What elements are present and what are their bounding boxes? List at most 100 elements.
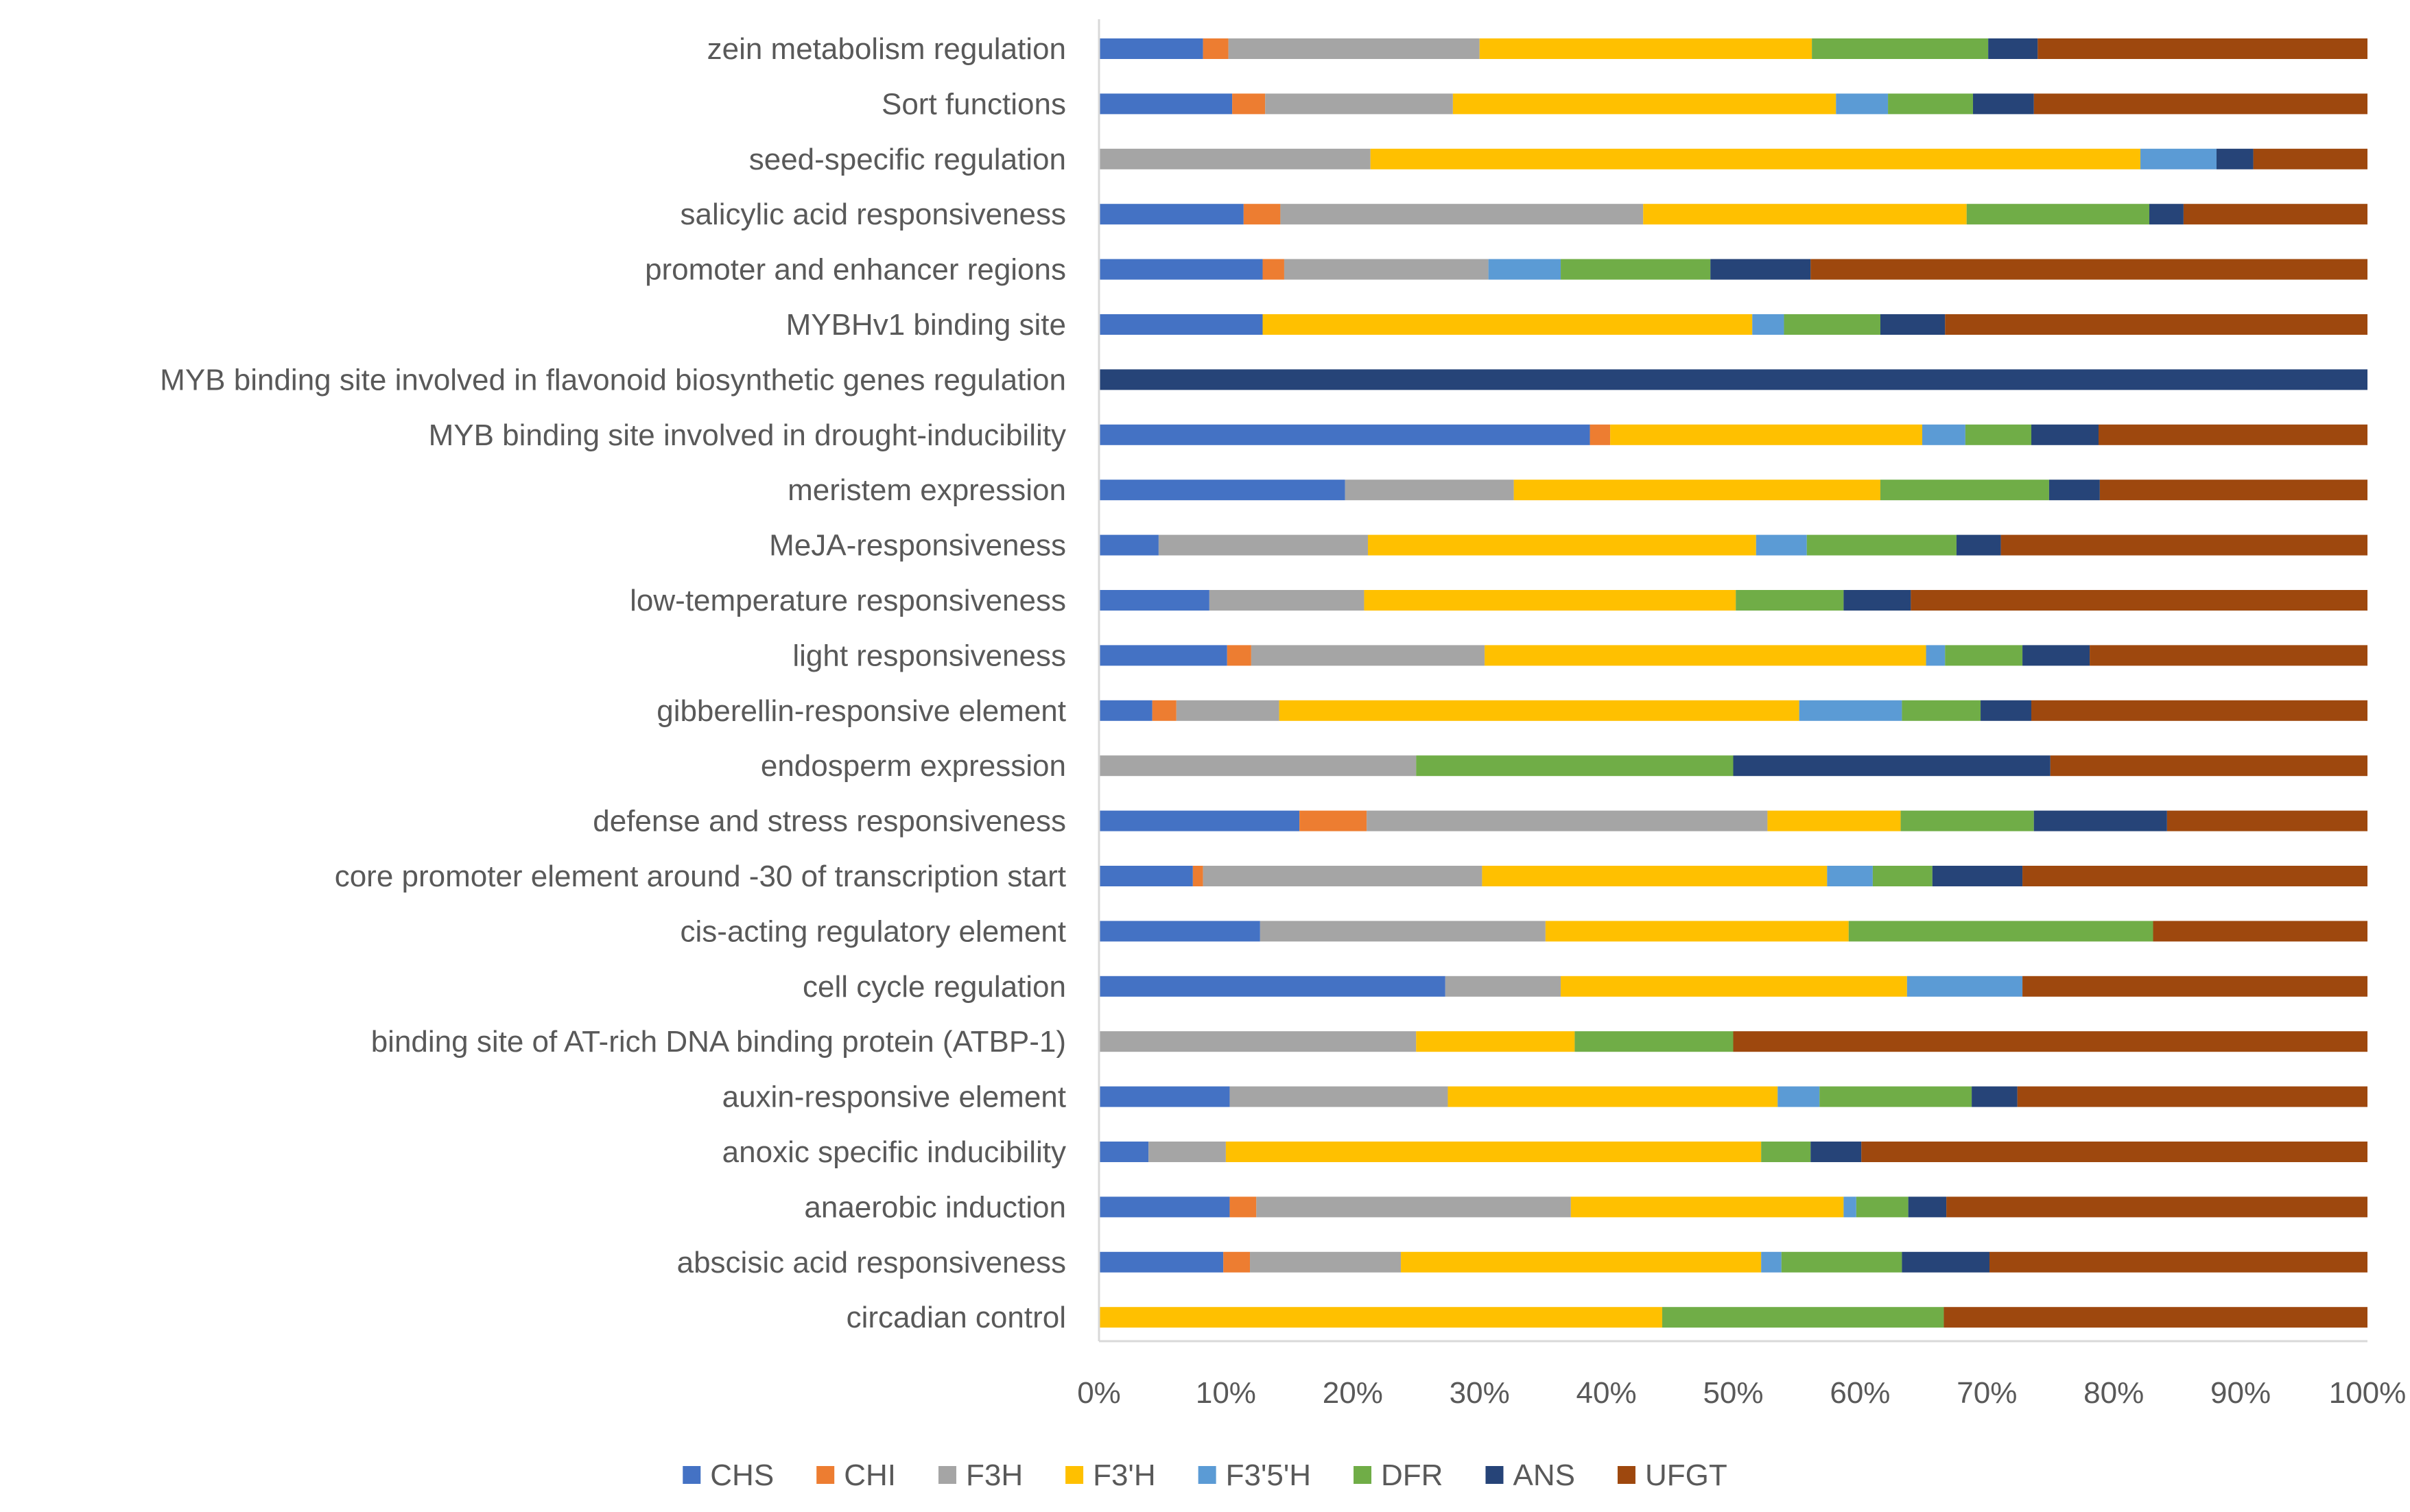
bar-segment-f3h-14 [1099,755,1417,777]
bar-segment-ufgt-11 [1911,590,2367,611]
bar-segment-f3h-18 [1445,976,1561,997]
x-tick-label: 30% [1450,1376,1510,1410]
x-tick-label: 60% [1830,1376,1890,1410]
legend-swatch [1354,1466,1372,1484]
bar-segment-ufgt-13 [2031,700,2367,721]
bar-segment-chs-15 [1099,810,1300,831]
bar-segment-ufgt-2 [2033,93,2367,115]
category-label: salicylic acid responsiveness [681,198,1066,231]
bar-segment-f3h-19 [1099,1031,1417,1052]
category-label: circadian control [847,1301,1066,1334]
legend-item-ufgt[interactable]: UFGT [1617,1458,1727,1492]
legend-item-chi[interactable]: CHI [816,1458,896,1492]
bar-segment-ufgt-8 [2099,424,2367,445]
legend-item-dfr[interactable]: DFR [1354,1458,1443,1492]
bar-segment-ufgt-4 [2183,204,2367,225]
bar-segment-f3h-17 [1260,921,1546,942]
bar-segment-chi-13 [1152,700,1177,721]
bar-segment-f3-h-22 [1570,1196,1844,1218]
bar-segment-dfr-11 [1736,590,1844,611]
bar-segment-ufgt-14 [2050,755,2367,777]
bar-segment-f3-5-h-8 [1922,424,1965,445]
category-label: MYB binding site involved in drought-ind… [429,418,1066,452]
legend[interactable]: CHS CHI F3H F3'H F3'5'H DFR ANS UFGT [683,1458,1727,1492]
legend-swatch [1485,1466,1504,1484]
bar-segment-chs-11 [1099,590,1209,611]
category-label: endosperm expression [761,749,1066,783]
bar-segment-chs-9 [1099,480,1345,501]
bar-segment-dfr-8 [1965,424,2032,445]
legend-item-ans[interactable]: ANS [1485,1458,1575,1492]
bar-segment-ufgt-22 [1946,1196,2367,1218]
legend-label: F3H [966,1458,1023,1492]
bar-segment-chs-16 [1099,866,1193,886]
bar-segment-f3-h-6 [1262,314,1753,335]
category-label: low-temperature responsiveness [630,584,1066,617]
bar-segment-f3h-15 [1367,810,1768,831]
category-label: light responsiveness [792,639,1066,672]
bar-segment-chs-12 [1099,645,1227,666]
legend-item-f3h[interactable]: F3H [938,1458,1023,1492]
legend-swatch [1617,1466,1635,1484]
legend-item-f3-h[interactable]: F3'H [1065,1458,1156,1492]
bar-segment-chs-8 [1099,424,1590,445]
bar-segment-dfr-10 [1806,534,1957,556]
bars-group [1099,38,2367,1328]
x-tick-label: 10% [1196,1376,1256,1410]
bar-segment-ans-21 [1810,1142,1862,1162]
bar-segment-f3-h-9 [1513,480,1880,501]
bar-segment-ans-14 [1733,755,2051,777]
legend-label: F3'H [1093,1458,1156,1492]
bar-segment-chi-4 [1243,204,1281,225]
bar-segment-dfr-13 [1902,700,1981,721]
bar-segment-ufgt-9 [2099,480,2367,501]
bar-segment-ufgt-21 [1861,1142,2367,1162]
legend-swatch [1198,1466,1216,1484]
category-label: anoxic specific inducibility [722,1135,1066,1169]
x-tick-label: 50% [1703,1376,1763,1410]
bar-segment-f3-5-h-6 [1752,314,1784,335]
bar-segment-chs-20 [1099,1086,1230,1107]
bar-segment-ans-5 [1710,259,1811,280]
bar-segment-f3h-23 [1250,1251,1402,1273]
bar-segment-chi-8 [1590,424,1611,445]
bar-segment-f3-5-h-2 [1836,93,1889,115]
bar-segment-dfr-24 [1662,1307,1944,1328]
bar-segment-dfr-23 [1781,1251,1902,1273]
bar-segment-ans-11 [1843,590,1911,611]
bar-segment-ufgt-19 [1733,1031,2367,1052]
x-axis: 0% 10% 20% 30% 40% 50% 60% 70% 80% 90% 100% [1077,19,2406,1410]
bar-segment-f3-h-15 [1767,810,1901,831]
bar-segment-ans-3 [2216,148,2254,169]
bar-segment-chs-4 [1099,204,1244,225]
bar-segment-f3h-2 [1265,93,1453,115]
bar-segment-dfr-22 [1856,1196,1909,1218]
bar-segment-chi-2 [1232,93,1266,115]
legend-label: F3'5'H [1226,1458,1311,1492]
bar-segment-ans-7 [1099,369,2367,390]
bar-segment-f3-5-h-10 [1756,534,1807,556]
bar-segment-dfr-14 [1416,755,1734,777]
bar-segment-ufgt-10 [2000,534,2367,556]
bar-segment-f3-5-h-5 [1488,259,1561,280]
category-label: seed-specific regulation [749,143,1066,176]
bar-segment-ans-23 [1902,1251,1989,1273]
bar-segment-chs-23 [1099,1251,1224,1273]
category-label: MYB binding site involved in flavonoid b… [160,363,1066,397]
bar-segment-ufgt-15 [2166,810,2367,831]
category-label: binding site of AT-rich DNA binding prot… [371,1025,1066,1059]
bar-segment-chi-23 [1223,1251,1251,1273]
bar-segment-f3h-4 [1280,204,1644,225]
bar-segment-dfr-1 [1812,38,1989,59]
x-tick-label: 40% [1576,1376,1637,1410]
bar-segment-chs-10 [1099,534,1159,556]
bar-segment-f3h-5 [1284,259,1489,280]
legend-item-chs[interactable]: CHS [683,1458,774,1492]
bar-segment-dfr-20 [1819,1086,1972,1107]
bar-segment-f3h-10 [1158,534,1368,556]
legend-item-f3-5-h[interactable]: F3'5'H [1198,1458,1311,1492]
legend-label: ANS [1513,1458,1574,1492]
bar-segment-chs-13 [1099,700,1153,721]
x-tick-label: 70% [1957,1376,2017,1410]
bar-segment-ufgt-24 [1944,1307,2367,1328]
